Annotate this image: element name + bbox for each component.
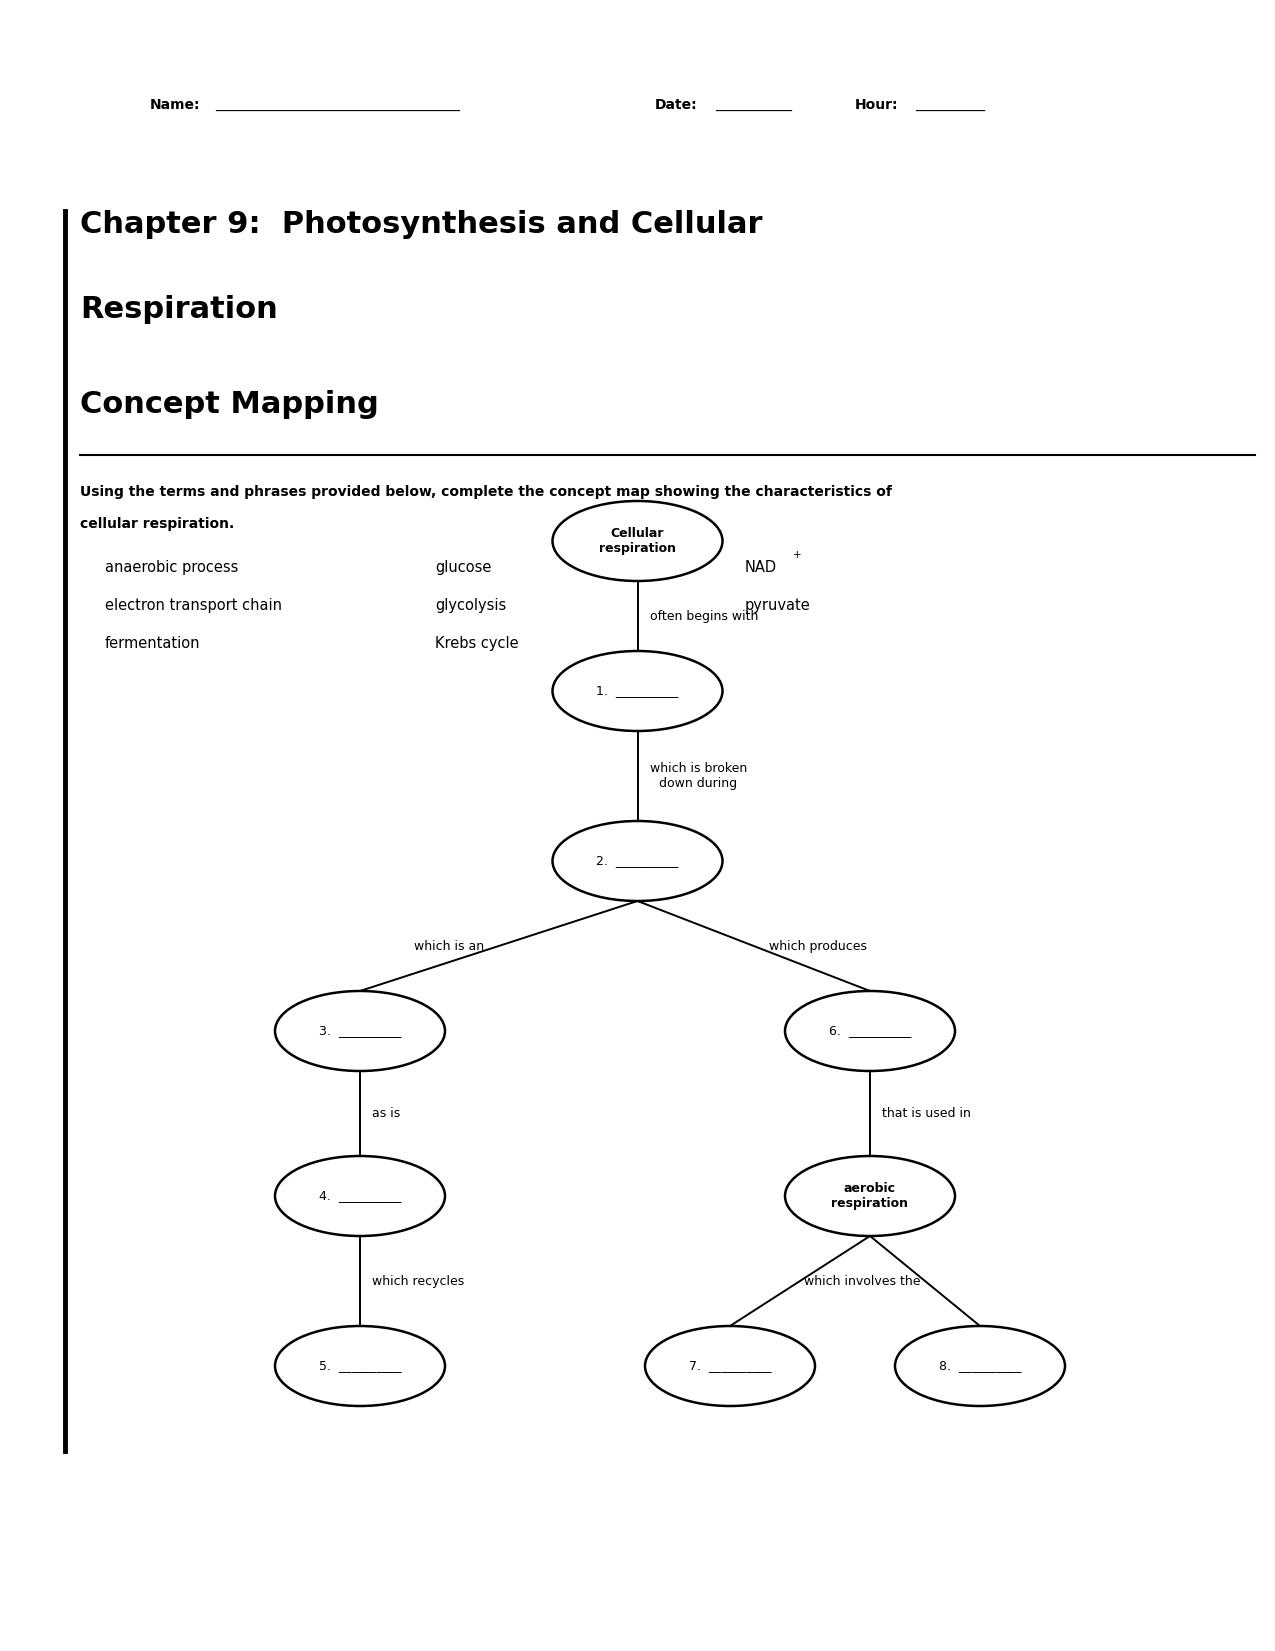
Text: 8.  __________: 8. __________ [938, 1359, 1021, 1372]
Text: often begins with: often begins with [649, 609, 757, 622]
Text: 1.  __________: 1. __________ [597, 685, 678, 697]
Text: glucose: glucose [435, 560, 491, 575]
Text: pyruvate: pyruvate [745, 598, 811, 613]
Text: Date:: Date: [655, 97, 697, 112]
Text: glycolysis: glycolysis [435, 598, 506, 613]
Text: cellular respiration.: cellular respiration. [80, 517, 235, 532]
Ellipse shape [275, 991, 445, 1071]
Text: Using the terms and phrases provided below, complete the concept map showing the: Using the terms and phrases provided bel… [80, 485, 893, 499]
Text: Concept Mapping: Concept Mapping [80, 390, 379, 419]
Text: __________: __________ [915, 97, 986, 112]
Text: as is: as is [372, 1108, 400, 1119]
Text: aerobic
respiration: aerobic respiration [831, 1182, 909, 1210]
Text: 5.  __________: 5. __________ [319, 1359, 402, 1372]
Text: which recycles: which recycles [372, 1275, 464, 1288]
Text: 6.  __________: 6. __________ [829, 1025, 912, 1037]
Ellipse shape [785, 1156, 955, 1237]
Text: Hour:: Hour: [856, 97, 899, 112]
Text: ___________________________________: ___________________________________ [215, 97, 460, 112]
Ellipse shape [275, 1156, 445, 1237]
Ellipse shape [785, 991, 955, 1071]
Text: Respiration: Respiration [80, 296, 278, 324]
Ellipse shape [645, 1326, 815, 1407]
Text: anaerobic process: anaerobic process [105, 560, 238, 575]
Text: 2.  __________: 2. __________ [597, 855, 678, 867]
Text: 4.  __________: 4. __________ [319, 1189, 402, 1202]
Text: which produces: which produces [769, 939, 867, 953]
Text: Cellular
respiration: Cellular respiration [599, 527, 676, 555]
Ellipse shape [552, 650, 723, 731]
Text: NAD: NAD [745, 560, 778, 575]
Text: Chapter 9:  Photosynthesis and Cellular: Chapter 9: Photosynthesis and Cellular [80, 210, 762, 239]
Text: Name:: Name: [150, 97, 200, 112]
Text: ___________: ___________ [715, 97, 792, 112]
Text: which is an: which is an [413, 939, 483, 953]
Ellipse shape [552, 500, 723, 581]
Ellipse shape [895, 1326, 1065, 1407]
Text: that is used in: that is used in [882, 1108, 970, 1119]
Text: electron transport chain: electron transport chain [105, 598, 282, 613]
Text: 7.  __________: 7. __________ [688, 1359, 771, 1372]
Ellipse shape [275, 1326, 445, 1407]
Text: fermentation: fermentation [105, 636, 200, 650]
Text: which involves the: which involves the [805, 1275, 921, 1288]
Text: 3.  __________: 3. __________ [319, 1025, 402, 1037]
Ellipse shape [552, 821, 723, 901]
Text: which is broken
down during: which is broken down during [649, 763, 747, 789]
Text: +: + [793, 550, 802, 560]
Text: Krebs cycle: Krebs cycle [435, 636, 519, 650]
